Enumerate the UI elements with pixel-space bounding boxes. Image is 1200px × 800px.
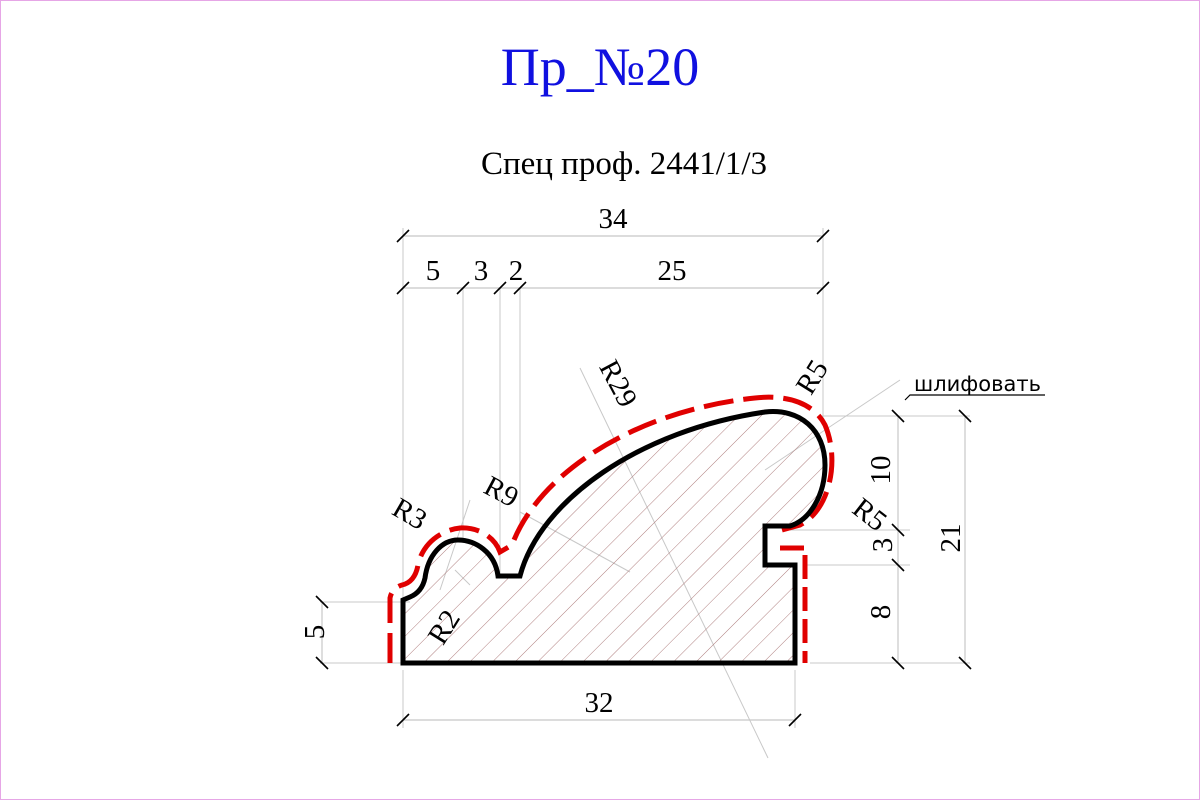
finish-line xyxy=(387,394,835,663)
dim-left-height: 5 xyxy=(299,625,331,640)
dim-overall-width: 34 xyxy=(599,203,629,235)
radius-r5-right: R5 xyxy=(846,492,892,538)
dim-offset-c: 2 xyxy=(509,255,524,287)
note-leader xyxy=(904,394,1045,401)
dim-offset-a: 5 xyxy=(426,255,441,287)
profile-section xyxy=(400,409,828,666)
dim-notch-height: 3 xyxy=(867,538,899,553)
drawing-title: Пр_№20 xyxy=(500,37,700,97)
radius-r29: R29 xyxy=(592,355,643,413)
finish-line-notch xyxy=(780,545,808,663)
dim-offset-b: 3 xyxy=(474,255,489,287)
radius-r3: R3 xyxy=(387,492,432,537)
dim-right-top-height: 10 xyxy=(865,456,897,485)
radius-r5-top: R5 xyxy=(790,354,835,400)
dim-base-width: 32 xyxy=(585,687,614,719)
dimension-lines xyxy=(321,235,966,721)
sanding-note: шлифовать xyxy=(914,372,1041,396)
dim-total-height: 21 xyxy=(935,524,967,553)
dimension-ticks xyxy=(315,229,972,727)
profile-subtitle: Спец проф. 2441/1/3 xyxy=(480,146,768,182)
radius-r9: R9 xyxy=(479,470,524,514)
dim-top-span: 25 xyxy=(658,255,687,287)
extension-lines xyxy=(320,228,970,728)
dim-right-lower-height: 8 xyxy=(865,605,897,620)
